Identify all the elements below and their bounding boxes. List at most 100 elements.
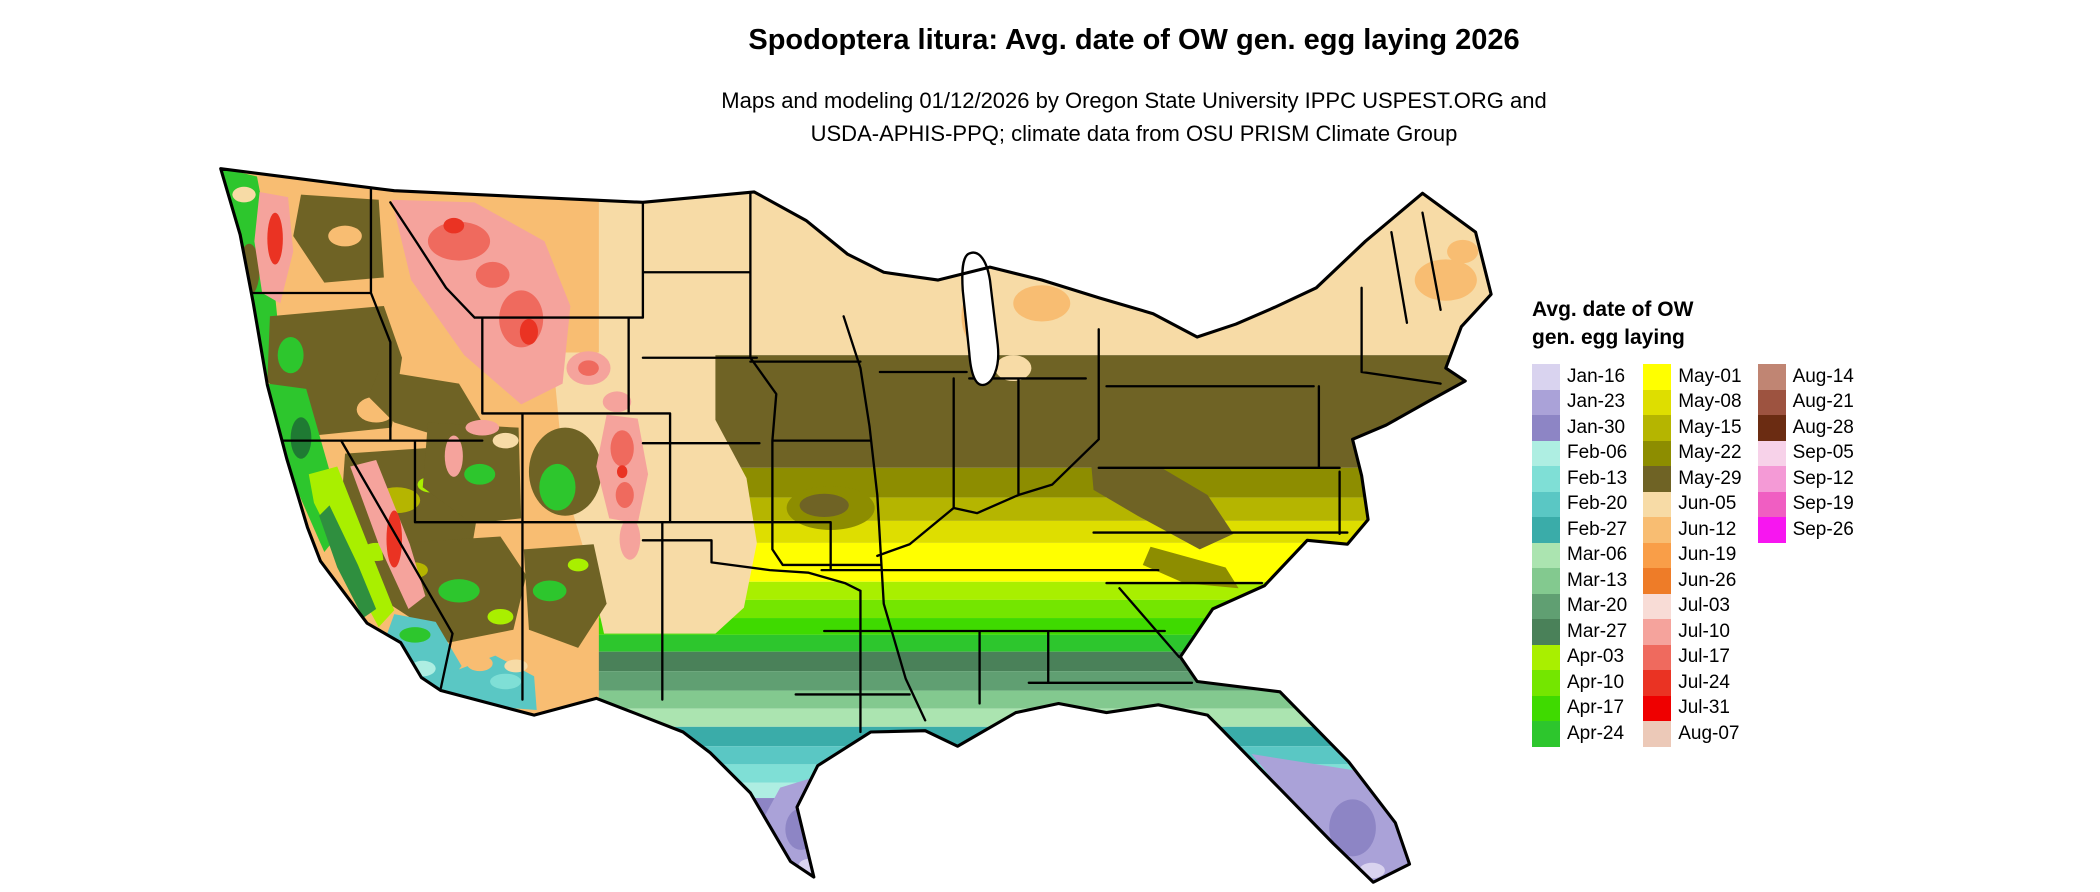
legend-label: Sep-12 <box>1792 467 1854 489</box>
legend-label: May-22 <box>1678 442 1742 464</box>
legend-entry: Jan-16 <box>1532 364 1627 390</box>
legend-swatch <box>1643 670 1672 696</box>
legend-entry: Feb-06 <box>1532 440 1628 466</box>
legend-swatch <box>1532 517 1560 543</box>
legend-swatch <box>1532 593 1560 619</box>
legend-label: Apr-10 <box>1567 671 1625 693</box>
legend-label: May-01 <box>1678 365 1742 387</box>
legend-swatch <box>1532 415 1560 441</box>
legend-entry: May-08 <box>1643 389 1742 415</box>
legend-swatch <box>1532 568 1560 594</box>
us-map-svg <box>219 167 1493 884</box>
legend-label: Apr-24 <box>1567 722 1625 744</box>
legend-label: Jun-12 <box>1678 518 1737 540</box>
legend-entry: Jan-30 <box>1532 415 1627 441</box>
legend-title: Avg. date of OW gen. egg laying <box>1532 296 1854 352</box>
legend-label: Jul-03 <box>1678 595 1730 617</box>
legend-label: Jul-10 <box>1678 620 1730 642</box>
legend-entry: Sep-19 <box>1757 491 1854 517</box>
legend-swatch <box>1643 466 1672 492</box>
legend-entry: Sep-05 <box>1757 440 1854 466</box>
legend-label: May-15 <box>1678 416 1742 438</box>
legend-entry: Jul-24 <box>1643 670 1741 696</box>
legend-swatch <box>1643 440 1672 466</box>
legend-swatch <box>1757 415 1786 441</box>
legend-label: Mar-27 <box>1567 620 1628 642</box>
legend-title-line-2: gen. egg laying <box>1532 326 1685 349</box>
legend-label: Apr-03 <box>1567 646 1625 668</box>
legend-entry: May-29 <box>1643 466 1742 492</box>
legend-label: Feb-06 <box>1567 442 1628 464</box>
legend-swatch <box>1532 466 1560 492</box>
us-map <box>200 160 1495 887</box>
legend-label: Mar-13 <box>1567 569 1628 591</box>
legend-label: Aug-28 <box>1792 416 1854 438</box>
legend-label: Jan-30 <box>1567 416 1626 438</box>
legend-swatch <box>1643 721 1672 747</box>
subtitle-line-2: USDA-APHIS-PPQ; climate data from OSU PR… <box>810 121 1458 146</box>
legend-entry: Mar-06 <box>1532 542 1627 568</box>
legend-label: Jul-17 <box>1678 646 1730 668</box>
legend-swatch <box>1643 517 1672 543</box>
legend-label: Jul-24 <box>1678 671 1730 693</box>
lake-michigan <box>961 251 1000 387</box>
legend-entry: Jun-19 <box>1643 542 1741 568</box>
legend-swatch <box>1532 542 1560 568</box>
map-subtitle: Maps and modeling 01/12/2026 by Oregon S… <box>721 84 1546 150</box>
legend-entry: Aug-07 <box>1643 721 1741 747</box>
legend-swatch <box>1757 466 1786 492</box>
legend-swatch <box>1643 695 1672 721</box>
legend-label: Jan-16 <box>1567 365 1626 387</box>
legend-entry: Mar-27 <box>1532 619 1627 645</box>
legend-swatch <box>1757 364 1786 390</box>
legend-column: Jan-16 Jan-23 Jan-30 Feb-06 Feb-13 Feb-20 Feb-… <box>1532 364 1627 747</box>
legend-swatch <box>1643 644 1672 670</box>
map-raster <box>220 168 1492 883</box>
state-borders <box>248 183 1442 734</box>
legend-swatch <box>1643 491 1672 517</box>
legend-label: Sep-26 <box>1792 518 1854 540</box>
legend-swatch <box>1532 670 1560 696</box>
legend-entry: Jun-05 <box>1643 491 1741 517</box>
legend-swatch <box>1532 440 1560 466</box>
legend-label: Aug-14 <box>1792 365 1854 387</box>
legend-label: Aug-21 <box>1792 391 1854 413</box>
legend-label: Jan-23 <box>1567 391 1626 413</box>
legend: Avg. date of OW gen. egg laying Jan-16 Ja… <box>1532 296 1854 747</box>
legend-column: May-01 May-08 May-15 May-22 May-29 Jun-05 Jun-… <box>1643 364 1742 747</box>
legend-swatch <box>1643 619 1672 645</box>
legend-swatch <box>1532 695 1560 721</box>
legend-entry: Apr-17 <box>1532 695 1627 721</box>
legend-title-line-1: Avg. date of OW <box>1532 298 1694 321</box>
legend-entry: May-01 <box>1643 364 1742 390</box>
legend-entry: Feb-27 <box>1532 517 1627 543</box>
legend-entry: Jun-12 <box>1643 517 1741 543</box>
legend-label: Sep-05 <box>1792 442 1854 464</box>
legend-swatch <box>1643 415 1672 441</box>
legend-entry: Apr-10 <box>1532 670 1627 696</box>
legend-swatch <box>1532 619 1560 645</box>
legend-column: Aug-14 Aug-21 Aug-28 Sep-05 Sep-12 Sep-19 Sep-… <box>1757 364 1854 747</box>
legend-entry: Sep-12 <box>1757 466 1854 492</box>
legend-label: Mar-20 <box>1567 595 1628 617</box>
subtitle-line-1: Maps and modeling 01/12/2026 by Oregon S… <box>721 88 1547 113</box>
legend-entry: Aug-28 <box>1757 415 1854 441</box>
map-title: Spodoptera litura: Avg. date of OW gen. … <box>748 24 1520 56</box>
legend-entry: Aug-14 <box>1757 364 1854 390</box>
legend-swatch <box>1643 542 1672 568</box>
legend-swatch <box>1643 389 1672 415</box>
legend-label: Feb-27 <box>1567 518 1628 540</box>
legend-entry: Feb-13 <box>1532 466 1627 492</box>
legend-swatch <box>1757 440 1786 466</box>
us-outline <box>219 167 1493 884</box>
legend-entry: Jul-10 <box>1643 619 1741 645</box>
legend-swatch <box>1532 389 1560 415</box>
legend-swatch <box>1532 644 1560 670</box>
legend-swatch <box>1532 721 1560 747</box>
legend-entry: Jul-31 <box>1643 695 1741 721</box>
legend-entry: Sep-26 <box>1757 517 1854 543</box>
legend-label: Feb-20 <box>1567 493 1628 515</box>
legend-entry: Jul-17 <box>1643 644 1741 670</box>
legend-label: Jul-31 <box>1678 697 1730 719</box>
legend-entry: Jun-26 <box>1643 568 1741 594</box>
